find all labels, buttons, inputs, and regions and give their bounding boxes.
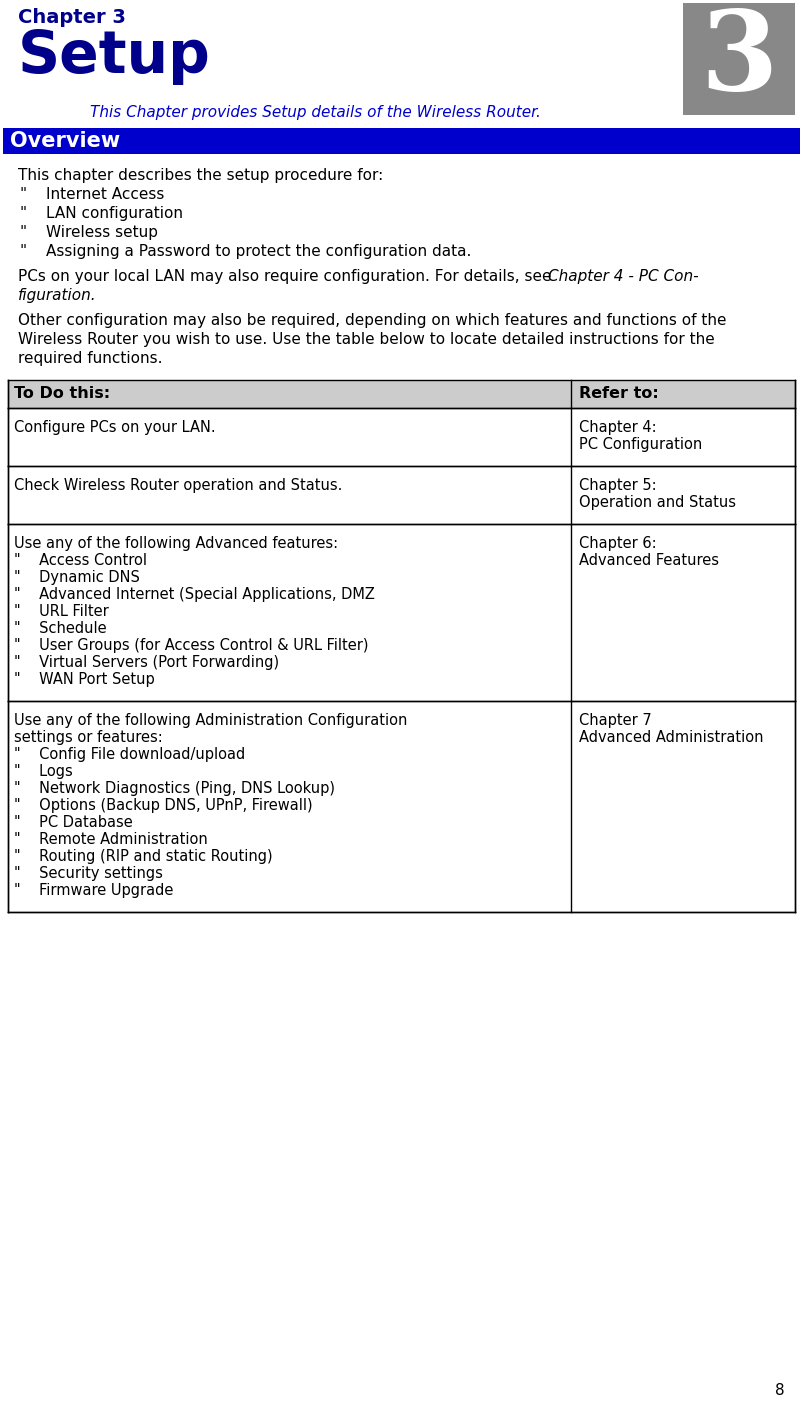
Text: Check Wireless Router operation and Status.: Check Wireless Router operation and Stat… bbox=[14, 478, 342, 493]
Bar bbox=[3, 128, 799, 154]
Text: required functions.: required functions. bbox=[18, 351, 162, 367]
Text: Chapter 4 - PC Con-: Chapter 4 - PC Con- bbox=[547, 269, 698, 283]
Text: "    Schedule: " Schedule bbox=[14, 620, 107, 636]
Text: figuration.: figuration. bbox=[18, 288, 96, 303]
Text: Use any of the following Advanced features:: Use any of the following Advanced featur… bbox=[14, 536, 338, 551]
Text: Configure PCs on your LAN.: Configure PCs on your LAN. bbox=[14, 420, 216, 436]
Text: "    Config File download/upload: " Config File download/upload bbox=[14, 747, 245, 761]
Bar bbox=[8, 525, 794, 701]
Text: "    Virtual Servers (Port Forwarding): " Virtual Servers (Port Forwarding) bbox=[14, 656, 279, 670]
Text: Other configuration may also be required, depending on which features and functi: Other configuration may also be required… bbox=[18, 313, 726, 329]
Text: Internet Access: Internet Access bbox=[46, 188, 164, 202]
Bar bbox=[8, 381, 794, 407]
Text: Advanced Administration: Advanced Administration bbox=[578, 730, 762, 744]
Text: "    Remote Administration: " Remote Administration bbox=[14, 832, 208, 847]
Text: Assigning a Password to protect the configuration data.: Assigning a Password to protect the conf… bbox=[46, 244, 471, 259]
Text: Setup: Setup bbox=[18, 28, 211, 85]
Text: "    Security settings: " Security settings bbox=[14, 866, 163, 881]
Text: "    User Groups (for Access Control & URL Filter): " User Groups (for Access Control & URL … bbox=[14, 637, 368, 653]
Text: LAN configuration: LAN configuration bbox=[46, 206, 183, 221]
Text: PCs on your local LAN may also require configuration. For details, see: PCs on your local LAN may also require c… bbox=[18, 269, 556, 283]
Text: Refer to:: Refer to: bbox=[578, 386, 658, 402]
Text: This chapter describes the setup procedure for:: This chapter describes the setup procedu… bbox=[18, 168, 383, 183]
Text: ": " bbox=[20, 206, 27, 221]
Text: "    Logs: " Logs bbox=[14, 764, 73, 778]
Text: "    Access Control: " Access Control bbox=[14, 553, 147, 568]
Bar bbox=[8, 407, 794, 465]
Text: Wireless setup: Wireless setup bbox=[46, 226, 158, 240]
Text: Chapter 3: Chapter 3 bbox=[18, 8, 126, 27]
Bar bbox=[683, 3, 794, 116]
Text: To Do this:: To Do this: bbox=[14, 386, 110, 402]
Text: Advanced Features: Advanced Features bbox=[578, 553, 718, 568]
Text: "    Options (Backup DNS, UPnP, Firewall): " Options (Backup DNS, UPnP, Firewall) bbox=[14, 798, 312, 814]
Text: "    WAN Port Setup: " WAN Port Setup bbox=[14, 673, 155, 687]
Text: "    Advanced Internet (Special Applications, DMZ: " Advanced Internet (Special Application… bbox=[14, 587, 375, 602]
Text: Operation and Status: Operation and Status bbox=[578, 495, 735, 510]
Bar bbox=[8, 701, 794, 912]
Text: This Chapter provides Setup details of the Wireless Router.: This Chapter provides Setup details of t… bbox=[90, 104, 541, 120]
Text: "    Routing (RIP and static Routing): " Routing (RIP and static Routing) bbox=[14, 849, 273, 864]
Text: "    PC Database: " PC Database bbox=[14, 815, 132, 830]
Text: Chapter 4:: Chapter 4: bbox=[578, 420, 655, 436]
Text: Chapter 5:: Chapter 5: bbox=[578, 478, 655, 493]
Text: "    Dynamic DNS: " Dynamic DNS bbox=[14, 570, 140, 585]
Text: 8: 8 bbox=[775, 1383, 784, 1397]
Text: settings or features:: settings or features: bbox=[14, 730, 163, 744]
Text: ": " bbox=[20, 244, 27, 259]
Text: Chapter 6:: Chapter 6: bbox=[578, 536, 655, 551]
Text: 3: 3 bbox=[699, 6, 776, 113]
Text: ": " bbox=[20, 188, 27, 202]
Text: "    Network Diagnostics (Ping, DNS Lookup): " Network Diagnostics (Ping, DNS Lookup) bbox=[14, 781, 334, 797]
Text: Use any of the following Administration Configuration: Use any of the following Administration … bbox=[14, 713, 407, 728]
Text: Wireless Router you wish to use. Use the table below to locate detailed instruct: Wireless Router you wish to use. Use the… bbox=[18, 331, 714, 347]
Text: "    URL Filter: " URL Filter bbox=[14, 603, 108, 619]
Text: "    Firmware Upgrade: " Firmware Upgrade bbox=[14, 883, 173, 898]
Text: ": " bbox=[20, 226, 27, 240]
Text: Overview: Overview bbox=[10, 131, 120, 151]
Text: Chapter 7: Chapter 7 bbox=[578, 713, 650, 728]
Bar bbox=[8, 465, 794, 525]
Text: PC Configuration: PC Configuration bbox=[578, 437, 701, 453]
